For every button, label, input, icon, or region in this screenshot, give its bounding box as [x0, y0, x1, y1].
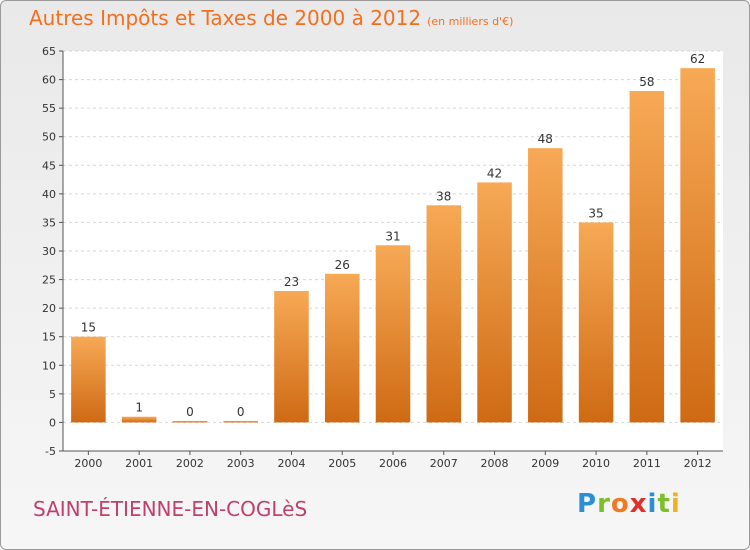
logo-letter: i [647, 489, 658, 519]
bar-value-label: 42 [487, 166, 502, 180]
logo-letter: i [670, 489, 681, 519]
bar-value-label: 23 [284, 275, 299, 289]
bar [172, 420, 208, 423]
logo-letter: o [610, 489, 630, 519]
proxiti-logo: Proxiti [577, 489, 681, 519]
bar-value-label: 58 [639, 75, 654, 89]
bar [324, 273, 360, 423]
bar-value-label: 1 [135, 401, 143, 415]
bar [71, 336, 106, 423]
x-tick-label: 2006 [379, 457, 407, 470]
bar-value-label: 0 [186, 405, 194, 419]
bar-value-label: 48 [538, 132, 553, 146]
bar-value-label: 38 [436, 189, 451, 203]
bar [121, 416, 157, 423]
y-tick-label: 55 [42, 102, 56, 115]
logo-letter: r [597, 489, 611, 519]
y-tick-label: 25 [42, 274, 56, 287]
bar-value-label: 31 [385, 229, 400, 243]
y-tick-label: 5 [49, 388, 56, 401]
y-tick-label: 40 [42, 188, 56, 201]
logo-letter: P [577, 489, 598, 519]
y-tick-label: 50 [42, 131, 56, 144]
bar [629, 91, 665, 423]
x-tick-label: 2001 [125, 457, 153, 470]
commune-name: SAINT-ÉTIENNE-EN-COGLèS [33, 497, 308, 521]
x-tick-label: 2007 [430, 457, 458, 470]
logo-letter: x [629, 489, 648, 519]
x-tick-label: 2010 [582, 457, 610, 470]
y-tick-label: 65 [42, 45, 56, 58]
x-tick-label: 2004 [277, 457, 305, 470]
bar [375, 245, 411, 423]
chart-title-block: Autres Impôts et Taxes de 2000 à 2012 (en… [29, 6, 513, 30]
bar-value-label: 15 [81, 321, 96, 335]
logo-letter: t [657, 489, 671, 519]
y-tick-label: -5 [45, 445, 56, 458]
x-tick-label: 2000 [74, 457, 102, 470]
bar-value-label: 35 [588, 206, 603, 220]
y-tick-label: 20 [42, 302, 56, 315]
bar [528, 148, 563, 423]
bar-value-label: 62 [690, 52, 705, 66]
x-tick-label: 2003 [227, 457, 255, 470]
bar [477, 182, 512, 423]
chart-title: Autres Impôts et Taxes de 2000 à 2012 [29, 6, 422, 30]
chart-subtitle: (en milliers d'€) [427, 15, 514, 28]
y-tick-label: 0 [49, 416, 56, 429]
bar-value-label: 0 [237, 405, 245, 419]
x-tick-label: 2005 [328, 457, 356, 470]
y-tick-label: 45 [42, 159, 56, 172]
x-tick-label: 2011 [633, 457, 661, 470]
bar [274, 291, 309, 423]
bar [680, 68, 715, 423]
bar-value-label: 26 [335, 258, 350, 272]
bar [578, 222, 614, 423]
x-tick-label: 2002 [176, 457, 204, 470]
y-tick-label: 60 [42, 74, 56, 87]
x-tick-label: 2008 [481, 457, 509, 470]
y-tick-label: 15 [42, 331, 56, 344]
bar [223, 420, 258, 423]
y-tick-label: 30 [42, 245, 56, 258]
x-tick-label: 2012 [684, 457, 712, 470]
x-tick-label: 2009 [531, 457, 559, 470]
bar [426, 205, 462, 423]
y-tick-label: 35 [42, 216, 56, 229]
y-tick-label: 10 [42, 359, 56, 372]
